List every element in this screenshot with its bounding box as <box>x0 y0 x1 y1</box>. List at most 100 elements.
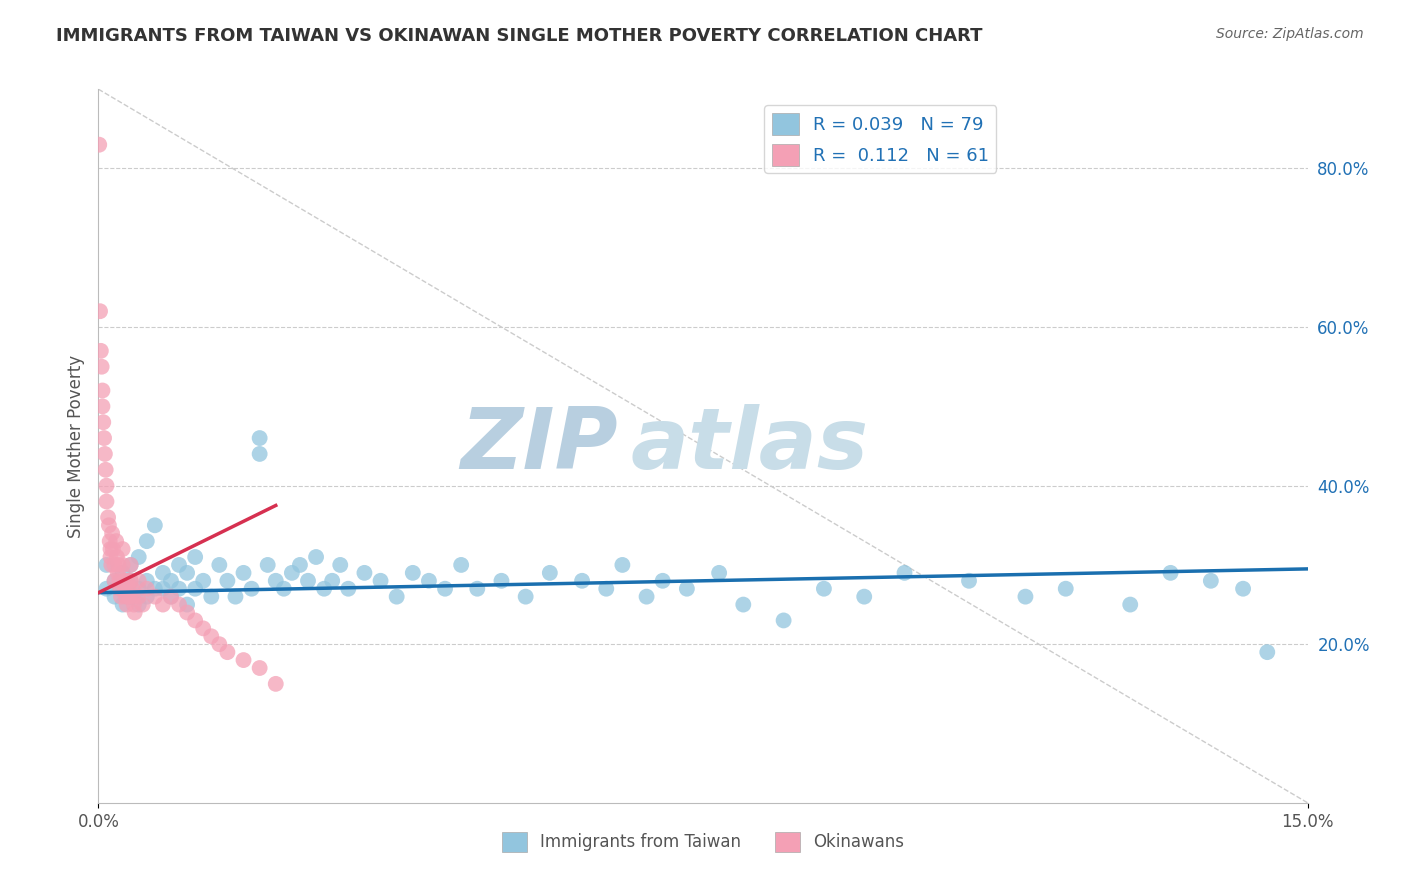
Point <box>232 566 254 580</box>
Point <box>115 598 138 612</box>
Point <box>434 582 457 596</box>
Point <box>1232 582 1254 596</box>
Point <box>152 598 174 612</box>
Point <box>1256 645 1278 659</box>
Point <box>217 574 239 588</box>
Point <box>143 590 166 604</box>
Point <box>538 566 561 580</box>
Point <box>160 574 183 588</box>
Point <box>96 478 118 492</box>
Point <box>193 574 215 588</box>
Point <box>160 590 183 604</box>
Point <box>124 606 146 620</box>
Point <box>957 574 980 588</box>
Point <box>281 566 304 580</box>
Point <box>100 549 122 564</box>
Point <box>1054 582 1077 596</box>
Point <box>256 558 278 572</box>
Point <box>97 510 120 524</box>
Point <box>314 582 336 596</box>
Point <box>96 494 118 508</box>
Point <box>135 574 157 588</box>
Point <box>105 549 128 564</box>
Point <box>90 359 112 374</box>
Point <box>111 542 134 557</box>
Point <box>120 574 142 588</box>
Point <box>94 463 117 477</box>
Point <box>651 574 673 588</box>
Point <box>370 574 392 588</box>
Point <box>305 549 328 564</box>
Point <box>152 582 174 596</box>
Point <box>176 598 198 612</box>
Point <box>114 582 136 596</box>
Point <box>105 534 128 549</box>
Point <box>418 574 440 588</box>
Point <box>853 590 876 604</box>
Point <box>132 598 155 612</box>
Point <box>111 598 134 612</box>
Point <box>772 614 794 628</box>
Legend: Immigrants from Taiwan, Okinawans: Immigrants from Taiwan, Okinawans <box>495 825 911 859</box>
Point <box>224 590 246 604</box>
Point <box>98 534 121 549</box>
Point <box>297 574 319 588</box>
Point <box>193 621 215 635</box>
Text: ZIP: ZIP <box>461 404 619 488</box>
Point <box>128 598 150 612</box>
Point <box>120 574 142 588</box>
Point <box>117 574 139 588</box>
Point <box>91 415 114 429</box>
Point <box>264 677 287 691</box>
Point <box>337 582 360 596</box>
Point <box>200 629 222 643</box>
Point <box>353 566 375 580</box>
Point <box>636 590 658 604</box>
Point <box>90 343 112 358</box>
Point <box>107 566 129 580</box>
Point <box>96 582 118 596</box>
Point <box>402 566 425 580</box>
Point <box>100 542 122 557</box>
Y-axis label: Single Mother Poverty: Single Mother Poverty <box>66 354 84 538</box>
Point <box>128 574 150 588</box>
Point <box>515 590 537 604</box>
Point <box>91 384 114 398</box>
Point <box>176 606 198 620</box>
Point <box>97 518 120 533</box>
Point <box>491 574 513 588</box>
Point <box>103 574 125 588</box>
Point <box>595 582 617 596</box>
Point <box>107 558 129 572</box>
Text: Source: ZipAtlas.com: Source: ZipAtlas.com <box>1216 27 1364 41</box>
Point <box>143 582 166 596</box>
Point <box>184 614 207 628</box>
Point <box>571 574 593 588</box>
Point <box>100 558 122 572</box>
Point <box>176 566 198 580</box>
Point <box>184 582 207 596</box>
Point <box>1160 566 1182 580</box>
Point <box>288 558 311 572</box>
Point <box>101 526 124 541</box>
Point <box>118 590 141 604</box>
Point <box>96 558 118 572</box>
Point <box>1014 590 1036 604</box>
Point <box>240 582 263 596</box>
Point <box>676 582 699 596</box>
Point <box>184 549 207 564</box>
Point <box>121 582 143 596</box>
Point <box>208 637 231 651</box>
Point <box>110 590 132 604</box>
Point <box>264 574 287 588</box>
Point <box>232 653 254 667</box>
Point <box>612 558 634 572</box>
Point <box>91 400 114 414</box>
Point <box>893 566 915 580</box>
Point <box>200 590 222 604</box>
Point <box>733 598 755 612</box>
Point <box>385 590 408 604</box>
Point <box>108 582 131 596</box>
Point <box>707 566 730 580</box>
Point <box>135 590 157 604</box>
